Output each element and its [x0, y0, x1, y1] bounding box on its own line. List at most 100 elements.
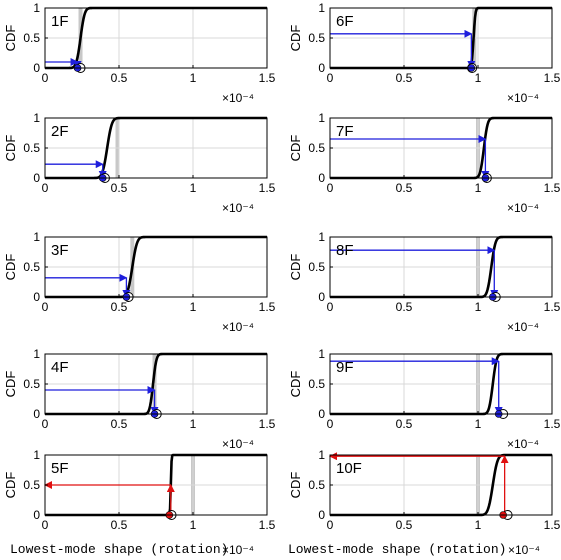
x-tick-label: 0: [327, 300, 334, 314]
panel-label: 9F: [336, 359, 354, 376]
x-tick-label: 1: [475, 71, 482, 85]
y-axis-label: CDF: [288, 472, 303, 499]
x-axis-exponent: ×10⁻⁴: [507, 437, 539, 451]
x-tick-label: 1.5: [544, 71, 561, 85]
x-tick-label: 0.5: [396, 417, 413, 431]
x-tick-label: 0.5: [111, 181, 128, 195]
y-axis-label: CDF: [3, 371, 18, 398]
x-axis-exponent: ×10⁻⁴: [222, 320, 254, 334]
x-tick-label: 1.5: [544, 518, 561, 532]
x-tick-label: 0: [42, 518, 49, 532]
y-tick-label: 1: [33, 111, 40, 125]
y-tick-label: 0: [33, 61, 40, 75]
y-axis-label: CDF: [288, 254, 303, 281]
panel-label: 7F: [336, 123, 354, 140]
x-tick-label: 1: [190, 181, 197, 195]
y-axis-label: CDF: [3, 25, 18, 52]
x-tick-label: 0: [327, 181, 334, 195]
y-tick-label: 0: [318, 407, 325, 421]
x-tick-label: 0.5: [396, 71, 413, 85]
x-axis-exponent-bottom-left: ×10⁻⁴: [222, 543, 254, 557]
y-axis-label: CDF: [288, 135, 303, 162]
x-tick-label: 0: [42, 417, 49, 431]
x-tick-label: 1: [190, 71, 197, 85]
panel-7f: 0 0.5 1 1.5 0 0.5 1 CDF 7F ×10⁻⁴: [288, 111, 561, 215]
y-tick-label: 0: [33, 508, 40, 522]
x-tick-label: 0: [42, 300, 49, 314]
x-tick-label: 1.5: [544, 181, 561, 195]
y-tick-label: 0.5: [23, 478, 40, 492]
panel-10f: 0 0.5 1 1.5 0 0.5 1 CDF 10F: [288, 448, 561, 532]
x-tick-label: 1: [475, 417, 482, 431]
x-tick-label: 0.5: [396, 300, 413, 314]
panel-label: 10F: [336, 460, 362, 477]
x-tick-label: 1: [190, 417, 197, 431]
x-tick-label: 0: [42, 71, 49, 85]
y-tick-label: 1: [318, 1, 325, 15]
y-tick-label: 1: [33, 1, 40, 15]
x-tick-label: 1.5: [544, 300, 561, 314]
x-tick-label: 1.5: [259, 181, 276, 195]
x-tick-label: 0.5: [111, 518, 128, 532]
x-tick-label: 0: [327, 417, 334, 431]
panel-label: 2F: [51, 123, 69, 140]
x-tick-label: 1.5: [259, 300, 276, 314]
x-tick-label: 0: [42, 181, 49, 195]
y-tick-label: 0.5: [308, 141, 325, 155]
y-axis-label: CDF: [3, 135, 18, 162]
y-tick-label: 0.5: [308, 260, 325, 274]
y-tick-label: 0: [318, 508, 325, 522]
x-tick-label: 0.5: [111, 417, 128, 431]
y-tick-label: 1: [33, 347, 40, 361]
y-tick-label: 1: [318, 230, 325, 244]
panel-5f: 0 0.5 1 1.5 0 0.5 1 CDF 5F: [3, 448, 276, 532]
x-tick-label: 1.5: [259, 518, 276, 532]
x-axis-exponent: ×10⁻⁴: [222, 201, 254, 215]
panel-label: 8F: [336, 242, 354, 259]
x-axis-label-right: Lowest-mode shape (rotation): [288, 542, 506, 557]
panel-9f: 0 0.5 1 1.5 0 0.5 1 CDF 9F ×10⁻⁴: [288, 347, 561, 451]
y-axis-label: CDF: [288, 25, 303, 52]
x-axis-exponent: ×10⁻⁴: [507, 201, 539, 215]
y-axis-label: CDF: [288, 371, 303, 398]
y-tick-label: 0: [33, 171, 40, 185]
x-axis-exponent: ×10⁻⁴: [222, 437, 254, 451]
panel-3f: 0 0.5 1 1.5 0 0.5 1 CDF 3F ×10⁻⁴: [3, 230, 276, 334]
y-tick-label: 1: [318, 347, 325, 361]
x-tick-label: 1: [475, 300, 482, 314]
x-tick-label: 0.5: [111, 300, 128, 314]
y-tick-label: 0.5: [23, 31, 40, 45]
panel-label: 3F: [51, 242, 69, 259]
x-tick-label: 1: [475, 181, 482, 195]
x-tick-label: 1.5: [259, 71, 276, 85]
y-tick-label: 0: [318, 171, 325, 185]
panel-label: 4F: [51, 359, 69, 376]
y-tick-label: 1: [318, 448, 325, 462]
x-tick-label: 1: [190, 300, 197, 314]
x-tick-label: 0.5: [396, 518, 413, 532]
x-axis-exponent: ×10⁻⁴: [222, 91, 254, 105]
y-tick-label: 0.5: [308, 377, 325, 391]
panel-8f: 0 0.5 1 1.5 0 0.5 1 CDF 8F ×10⁻⁴: [288, 230, 561, 334]
x-tick-label: 0: [327, 518, 334, 532]
x-tick-label: 0: [327, 71, 334, 85]
y-axis-label: CDF: [3, 472, 18, 499]
panel-2f: 0 0.5 1 1.5 0 0.5 1 CDF 2F ×10⁻⁴: [3, 111, 276, 215]
x-tick-label: 0.5: [111, 71, 128, 85]
y-tick-label: 0.5: [308, 31, 325, 45]
y-tick-label: 0: [33, 290, 40, 304]
y-axis-label: CDF: [3, 254, 18, 281]
panel-6f: 0 0.5 1 1.5 0 0.5 1 CDF 6F ×10⁻⁴: [288, 1, 561, 105]
y-tick-label: 0.5: [23, 260, 40, 274]
x-tick-label: 1: [190, 518, 197, 532]
x-tick-label: 0.5: [396, 181, 413, 195]
y-tick-label: 1: [318, 111, 325, 125]
y-tick-label: 0.5: [23, 377, 40, 391]
y-tick-label: 0: [318, 290, 325, 304]
x-tick-label: 1.5: [259, 417, 276, 431]
y-tick-label: 0.5: [308, 478, 325, 492]
panel-4f: 0 0.5 1 1.5 0 0.5 1 CDF 4F ×10⁻⁴: [3, 347, 276, 451]
x-tick-label: 1: [475, 518, 482, 532]
x-axis-exponent: ×10⁻⁴: [507, 320, 539, 334]
